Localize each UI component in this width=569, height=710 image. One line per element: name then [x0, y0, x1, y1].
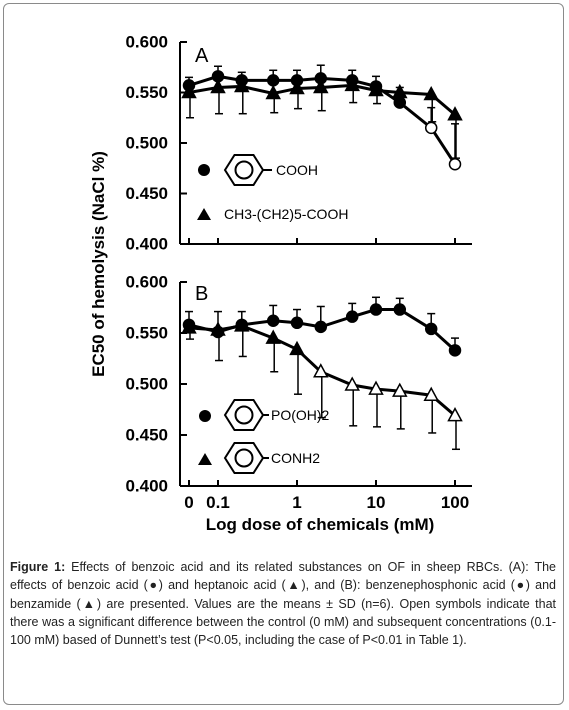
- data-point-circle: [448, 344, 462, 357]
- panel-a-x-ticks: [188, 238, 456, 244]
- x-tick-label: 10: [367, 493, 386, 512]
- x-tick-label: 100: [441, 493, 469, 512]
- panel-b-x-ticks: 0 0.1 1 10 100: [184, 480, 469, 512]
- y-tick-label: 0.450: [125, 184, 168, 203]
- caption-label: Figure 1:: [10, 560, 66, 574]
- panel-b-label: B: [195, 283, 208, 305]
- panel-a-label: A: [195, 45, 209, 67]
- data-point-triangle: [265, 329, 281, 344]
- data-point-triangle: [447, 407, 463, 422]
- data-point-circle: [290, 316, 304, 330]
- caption-text: Effects of benzoic acid and its related …: [10, 560, 556, 648]
- data-point-triangle: [289, 79, 305, 95]
- y-tick-label: 0.550: [125, 83, 168, 102]
- x-tick-label: 1: [292, 493, 301, 512]
- panel-b-legend: PO(OH)2 CONH2: [198, 399, 330, 474]
- legend-benzamide-label: CONH2: [271, 450, 320, 466]
- benzene-ring-icon: [223, 399, 265, 431]
- y-tick-label: 0.600: [125, 33, 168, 52]
- data-point-triangle: [234, 317, 250, 332]
- legend-phosphonic-label: PO(OH)2: [271, 407, 330, 423]
- benzene-ring-icon: [223, 442, 265, 474]
- y-tick-label: 0.600: [125, 273, 168, 292]
- data-point-triangle: [289, 340, 305, 356]
- y-tick-label: 0.450: [125, 426, 168, 445]
- legend-circle-marker-icon: [199, 410, 211, 422]
- data-point-triangle: [423, 386, 439, 401]
- y-tick-label: 0.500: [125, 134, 168, 153]
- legend-circle-marker-icon: [198, 164, 210, 176]
- x-tick-label: 0: [184, 493, 193, 512]
- data-point-triangle: [210, 78, 226, 94]
- x-tick-label: 0.1: [206, 493, 230, 512]
- data-point-triangle: [210, 321, 226, 336]
- data-point-triangle: [368, 380, 384, 395]
- chart-figure: EC50 of hemolysis (NaCl %) 0.400 0.450 0.5…: [89, 33, 472, 534]
- data-point-triangle: [313, 363, 329, 378]
- y-tick-label: 0.400: [125, 477, 168, 496]
- data-point-triangle: [181, 83, 197, 99]
- panel-a-legend: COOH CH3-(CH2)5-COOH: [197, 154, 348, 222]
- data-point-triangle: [392, 83, 408, 99]
- legend-triangle-marker-icon: [197, 208, 211, 220]
- data-point-circle: [266, 314, 280, 328]
- data-point-triangle: [392, 382, 408, 397]
- data-point-triangle: [368, 81, 384, 97]
- legend-heptanoic-label: CH3-(CH2)5-COOH: [224, 206, 348, 222]
- figure-card: [3, 3, 564, 705]
- data-point-circle: [345, 310, 359, 323]
- x-axis-title: Log dose of chemicals (mM): [206, 515, 435, 534]
- y-tick-label: 0.400: [125, 235, 168, 254]
- panel-b-markers: [181, 303, 463, 422]
- data-point-triangle: [344, 76, 360, 92]
- data-point-circle: [393, 303, 407, 316]
- data-point-circle: [424, 322, 438, 336]
- panel-a: 0.400 0.450 0.500 0.550 0.600 A COOH CH3-(CH…: [125, 33, 472, 254]
- panel-b-y-ticks: 0.400 0.450 0.500 0.550 0.600: [125, 273, 187, 496]
- data-point-circle: [369, 303, 383, 316]
- figure-caption: Figure 1: Effects of benzoic acid and it…: [10, 558, 556, 649]
- y-tick-label: 0.550: [125, 324, 168, 343]
- data-point-triangle: [344, 376, 360, 391]
- benzene-ring-icon: [223, 154, 265, 186]
- data-point-triangle: [423, 85, 439, 101]
- panel-a-markers: [181, 70, 463, 171]
- data-point-triangle: [234, 77, 250, 93]
- y-axis-title: EC50 of hemolysis (NaCl %): [89, 151, 108, 377]
- panel-b: 0.400 0.450 0.500 0.550 0.600 0 0.1 1 10 100 B P…: [125, 273, 472, 512]
- data-point-circle: [393, 96, 407, 109]
- data-point-triangle: [265, 84, 281, 100]
- data-point-triangle: [313, 78, 329, 94]
- y-tick-label: 0.500: [125, 375, 168, 394]
- legend-triangle-marker-icon: [198, 453, 212, 465]
- data-point-circle: [266, 74, 280, 87]
- legend-cooh-label: COOH: [276, 162, 318, 178]
- data-point-circle: [448, 157, 462, 171]
- panel-a-y-ticks: 0.400 0.450 0.500 0.550 0.600: [125, 33, 187, 254]
- data-point-triangle: [447, 106, 463, 121]
- data-point-circle: [314, 320, 328, 334]
- data-point-circle: [424, 121, 438, 135]
- data-point-triangle: [181, 319, 197, 334]
